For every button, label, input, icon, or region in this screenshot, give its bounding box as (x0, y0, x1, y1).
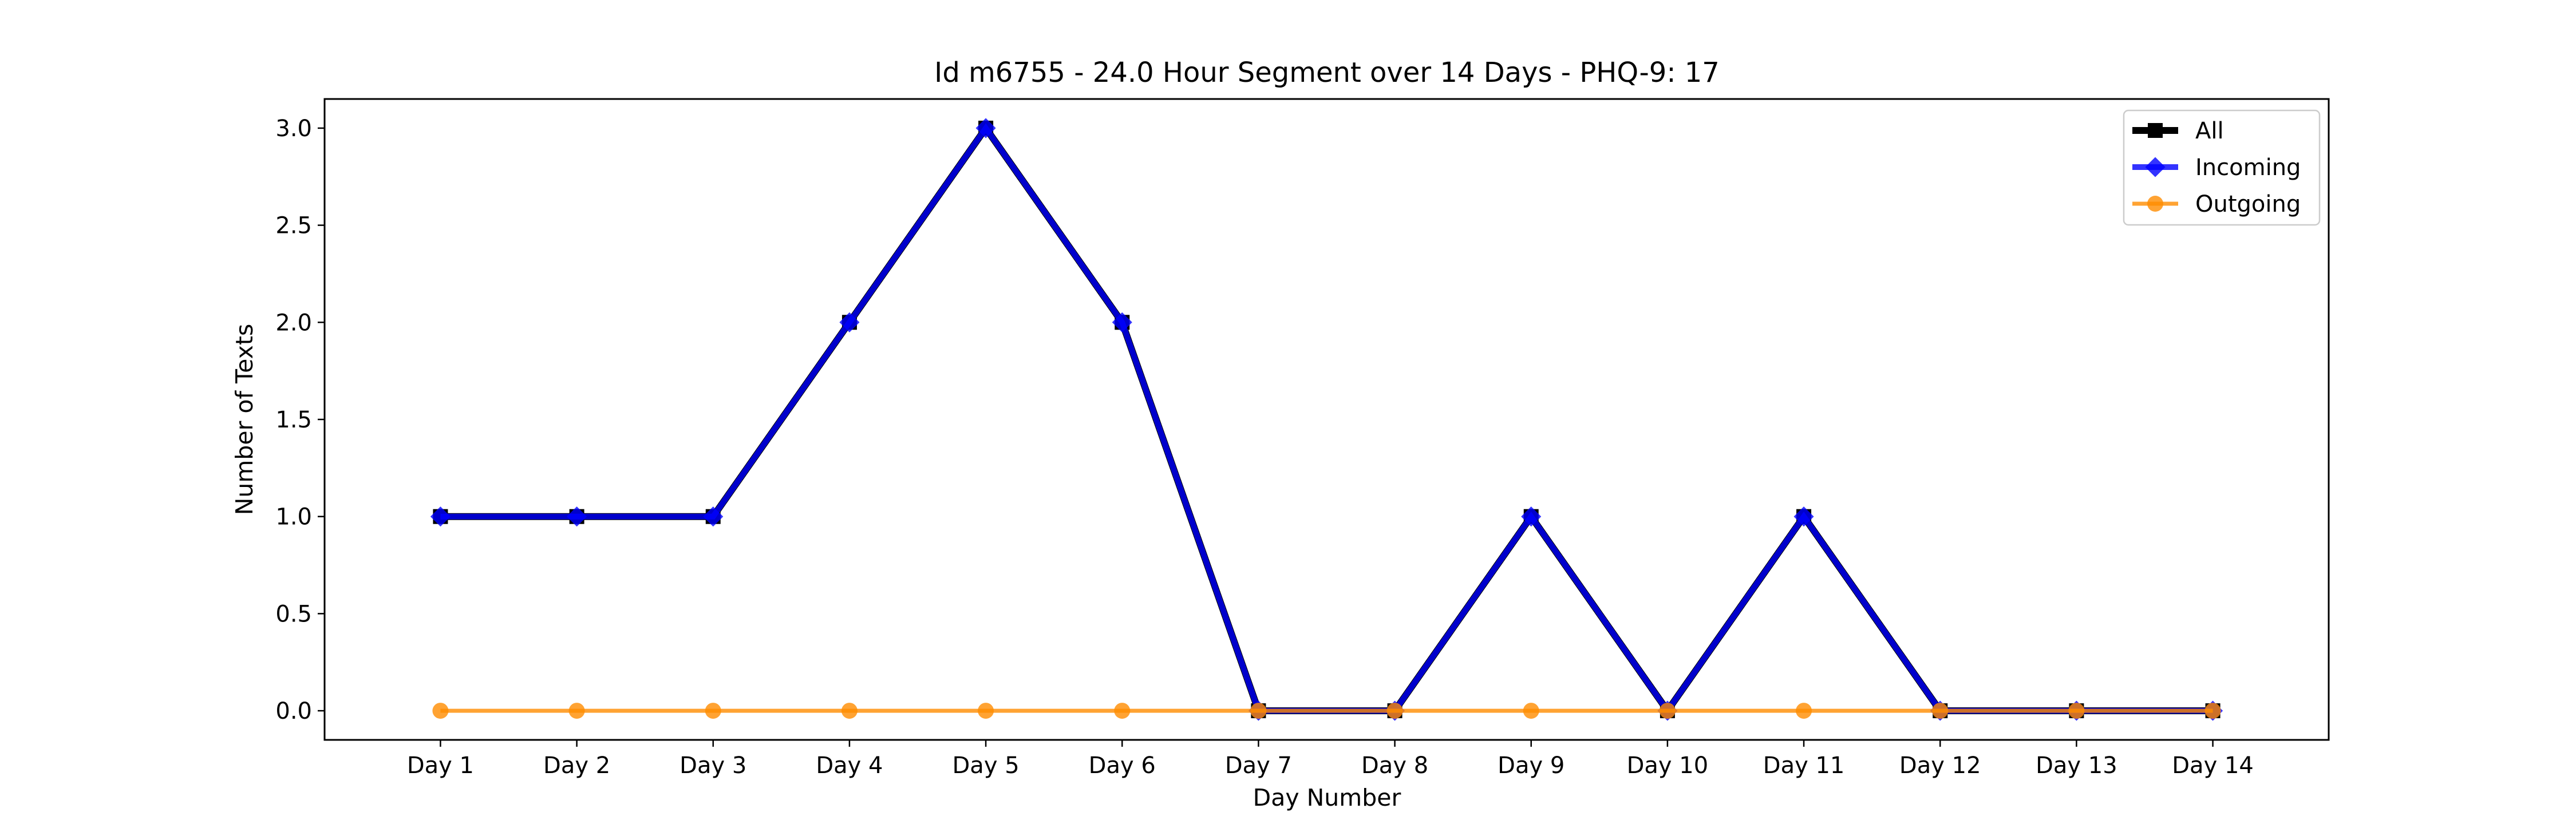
data-point-incoming (1793, 506, 1814, 527)
legend-marker-all (2148, 123, 2163, 138)
y-tick-label: 3.0 (275, 116, 312, 142)
y-tick-label: 0.5 (275, 601, 312, 627)
legend-marker-outgoing (2147, 196, 2163, 212)
data-point-outgoing (1523, 703, 1539, 719)
x-tick-label: Day 6 (1089, 752, 1156, 779)
y-tick-label: 1.0 (275, 504, 312, 530)
legend-label-outgoing: Outgoing (2195, 191, 2301, 217)
x-axis-ticks: Day 1 Day 2 Day 3 Day 4 Day 5 Day 6 Day 7 Day 8… (407, 740, 2254, 779)
legend-item-incoming: Incoming (2132, 154, 2301, 181)
data-point-outgoing (2068, 703, 2085, 719)
data-point-incoming (430, 506, 451, 527)
x-tick-label: Day 14 (2172, 752, 2254, 779)
y-tick-label: 2.5 (275, 213, 312, 239)
legend-marker-incoming (2145, 157, 2166, 177)
data-point-incoming (839, 312, 860, 332)
legend: All Incoming Outgoing (2123, 109, 2321, 226)
x-tick-label: Day 13 (2036, 752, 2117, 779)
x-tick-label: Day 3 (679, 752, 746, 779)
data-point-outgoing (568, 703, 585, 719)
data-point-outgoing (432, 703, 449, 719)
data-point-incoming (1112, 312, 1132, 332)
data-point-outgoing (841, 703, 858, 719)
x-tick-label: Day 1 (407, 752, 474, 779)
data-point-outgoing (1932, 703, 1949, 719)
x-tick-label: Day 7 (1225, 752, 1292, 779)
data-point-outgoing (1659, 703, 1676, 719)
chart-title: Id m6755 - 24.0 Hour Segment over 14 Day… (934, 57, 1720, 89)
x-tick-label: Day 4 (816, 752, 883, 779)
data-point-incoming (1521, 506, 1542, 527)
x-tick-label: Day 10 (1627, 752, 1709, 779)
plot-frame (323, 98, 2330, 741)
y-tick-label: 0.0 (275, 698, 312, 724)
data-point-outgoing (705, 703, 721, 719)
data-point-outgoing (978, 703, 994, 719)
x-tick-label: Day 2 (543, 752, 610, 779)
data-point-incoming (567, 506, 587, 527)
data-point-outgoing (1250, 703, 1267, 719)
legend-label-all: All (2195, 118, 2224, 144)
data-point-outgoing (1796, 703, 1812, 719)
series-outgoing (432, 703, 2221, 719)
data-point-outgoing (2204, 703, 2221, 719)
y-tick-label: 1.5 (275, 407, 312, 433)
x-tick-label: Day 11 (1763, 752, 1845, 779)
x-tick-label: Day 12 (1899, 752, 1981, 779)
x-tick-label: Day 8 (1361, 752, 1428, 779)
x-tick-label: Day 5 (953, 752, 1020, 779)
legend-item-all: All (2132, 118, 2224, 144)
y-axis-ticks: 0.0 0.5 1.0 1.5 2.0 2.5 3.0 (275, 116, 325, 724)
y-tick-label: 2.0 (275, 310, 312, 336)
legend-item-outgoing: Outgoing (2132, 191, 2301, 217)
data-point-outgoing (1386, 703, 1403, 719)
legend-label-incoming: Incoming (2195, 154, 2301, 181)
plot-series (430, 118, 2223, 721)
legend-frame (2123, 109, 2321, 226)
data-point-incoming (703, 506, 724, 527)
x-tick-label: Day 9 (1498, 752, 1564, 779)
data-point-incoming (975, 118, 996, 138)
y-axis-label: Number of Texts (231, 324, 258, 516)
x-axis-label: Day Number (1253, 784, 1401, 811)
data-point-outgoing (1114, 703, 1131, 719)
